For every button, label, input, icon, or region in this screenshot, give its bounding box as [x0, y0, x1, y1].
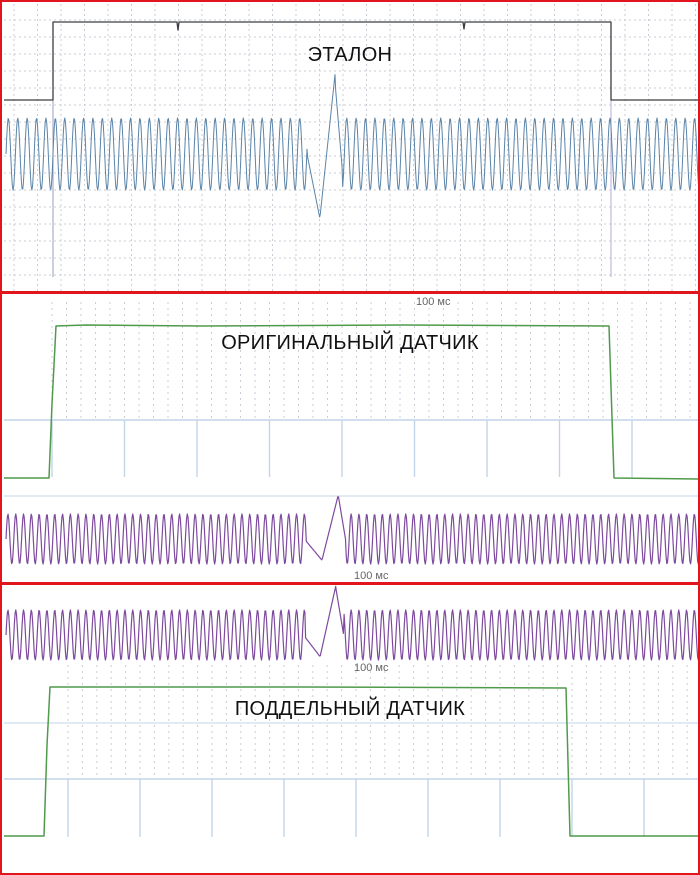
reference-panel: ЭТАЛОН [0, 0, 700, 293]
crank-sine-wave [5, 585, 698, 661]
crank-sine-wave [5, 496, 698, 565]
sensor-square-wave [4, 324, 698, 480]
reference-oscillogram [4, 4, 698, 291]
time-scale-label: 100 мс [354, 570, 389, 582]
original-sensor-oscillogram [4, 302, 698, 565]
reference-title: ЭТАЛОН [307, 44, 393, 66]
time-scale-label: 100 мс [354, 662, 389, 674]
sensor-square-wave [4, 686, 698, 837]
fake-sensor-oscillogram [4, 585, 698, 837]
reference-square-wave [4, 21, 698, 101]
fake-sensor-panel: 100 мс ПОДДЕЛЬНЫЙ ДАТЧИК [0, 583, 700, 875]
fake-sensor-title: ПОДДЕЛЬНЫЙ ДАТЧИК [234, 698, 466, 720]
reference-sine-wave [5, 74, 698, 218]
time-scale-label: 100 мс [416, 296, 451, 308]
original-sensor-panel: 100 мс 100 мс ОРИГИНАЛЬНЫЙ ДАТЧИК [0, 292, 700, 584]
original-sensor-title: ОРИГИНАЛЬНЫЙ ДАТЧИК [221, 332, 479, 354]
